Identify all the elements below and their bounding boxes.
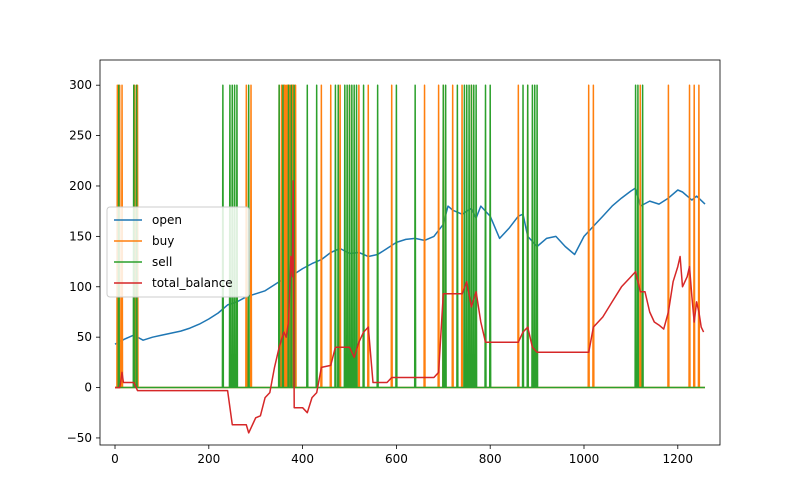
x-axis: 0 200 400 600 800 1000 1200 [111, 445, 693, 466]
x-tick-label: 800 [479, 452, 502, 466]
legend-label-open: open [152, 213, 182, 227]
y-tick-label: 300 [69, 78, 92, 92]
x-tick-label: 600 [385, 452, 408, 466]
legend-label-total-balance: total_balance [152, 276, 233, 290]
axes-frame [99, 59, 721, 446]
x-tick-label: 0 [111, 452, 119, 466]
y-tick-label: 0 [84, 381, 92, 395]
x-tick-label: 1200 [663, 452, 694, 466]
y-tick-label: 100 [69, 280, 92, 294]
legend-label-buy: buy [152, 234, 174, 248]
legend-box [106, 206, 250, 298]
legend: open buy sell total_balance [106, 206, 250, 298]
y-tick-label: −50 [67, 431, 92, 445]
series-line-total-balance [115, 180, 705, 434]
x-tick-label: 400 [291, 452, 314, 466]
x-tick-label: 1000 [569, 452, 600, 466]
y-tick-label: 150 [69, 229, 92, 243]
legend-label-sell: sell [152, 255, 172, 269]
y-tick-label: 50 [77, 330, 92, 344]
y-tick-label: 250 [69, 129, 92, 143]
y-tick-label: 200 [69, 179, 92, 193]
x-tick-label: 200 [197, 452, 220, 466]
y-axis: −50 0 50 100 150 200 250 300 [67, 78, 100, 445]
